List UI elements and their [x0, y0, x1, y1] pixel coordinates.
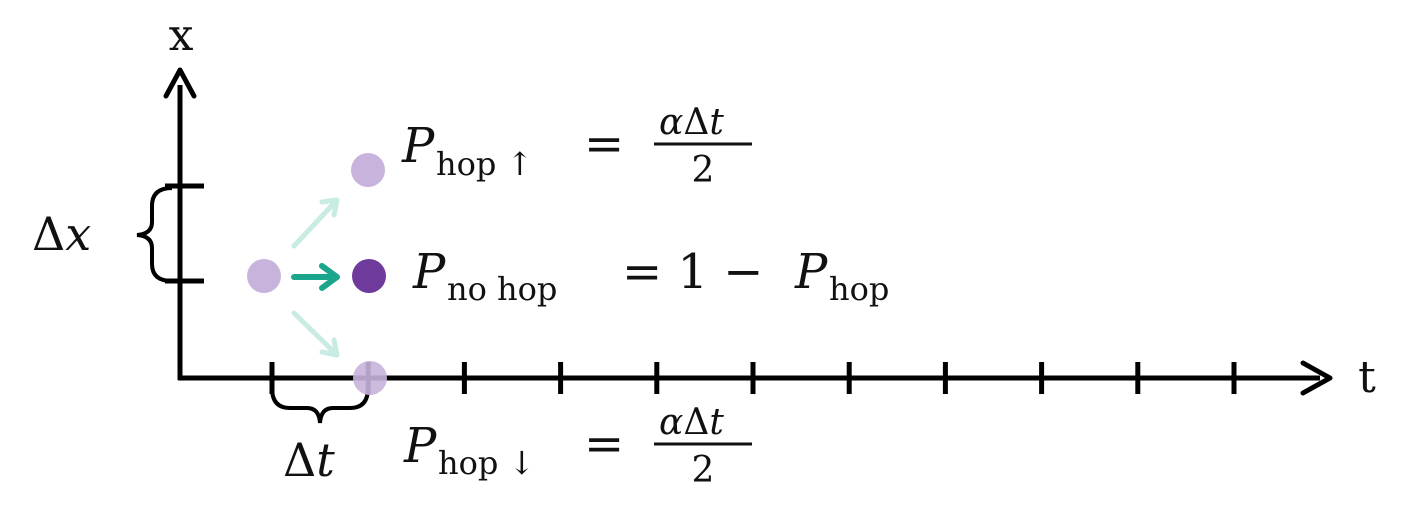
transition-arrows [291, 197, 340, 358]
no-hop-rhs-symbol: P [794, 244, 828, 300]
dt-label: Δt [283, 433, 335, 487]
no-hop-symbol: P [412, 244, 446, 300]
no-hop-subscript: no hop [447, 270, 557, 308]
hop-down-symbol: P [403, 418, 437, 474]
equation-hop-down: P hop ↓ = αΔt 2 [403, 402, 752, 491]
t-axis-ticks [269, 362, 1237, 394]
hop-down-numerator: αΔt [659, 402, 724, 443]
axes [163, 67, 1333, 396]
hop-up-equals: = [584, 116, 624, 172]
hop-down-equals: = [584, 416, 624, 472]
dot-start [247, 259, 281, 293]
no-hop-rhs-subscript: hop [829, 270, 889, 308]
arrow-hop-down [291, 310, 340, 358]
t-axis-label: t [1358, 352, 1376, 403]
equation-hop-up: P hop ↑ = αΔt 2 [401, 102, 752, 191]
dot-up [351, 153, 385, 187]
dot-current [352, 259, 386, 293]
dt-brace [270, 387, 370, 424]
hop-up-symbol: P [401, 118, 435, 174]
hop-up-denominator: 2 [692, 150, 715, 191]
dx-label: Δx [32, 207, 91, 261]
dx-brace [136, 186, 173, 283]
arrow-hop-up [291, 197, 340, 249]
dot-down [353, 361, 387, 395]
x-axis-arrowhead [163, 67, 197, 99]
t-axis-arrowhead [1300, 360, 1333, 396]
no-hop-rhs-const: = 1 − [622, 244, 764, 300]
hop-up-subscript: hop ↑ [436, 145, 533, 183]
hop-down-denominator: 2 [692, 450, 715, 491]
equation-no-hop: P no hop = 1 − P hop [412, 244, 889, 308]
x-axis-label: x [169, 10, 194, 61]
hop-down-subscript: hop ↓ [438, 444, 535, 482]
arrow-no-hop [291, 263, 340, 291]
hop-up-numerator: αΔt [659, 102, 724, 143]
